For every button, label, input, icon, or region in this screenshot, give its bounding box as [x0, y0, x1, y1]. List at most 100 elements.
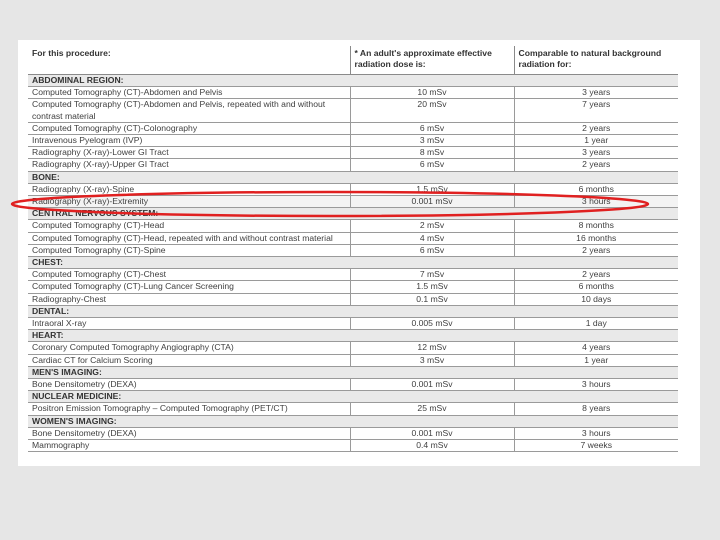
- table-row: Computed Tomography (CT)-Head, repeated …: [28, 232, 678, 245]
- procedure-cell: Bone Densitometry (DEXA): [28, 378, 350, 392]
- table-row: Cardiac CT for Calcium Scoring 3 mSv 1 yea…: [28, 354, 678, 367]
- procedure-cell: Computed Tomography (CT)-Chest: [28, 268, 350, 282]
- table-row: Computed Tomography (CT)-Head 2 mSv 8 mont…: [28, 219, 678, 233]
- comparison-cell: 7 years: [513, 98, 678, 123]
- comparison-cell: 1 year: [513, 354, 678, 367]
- table-header-row: For this procedure: * An adult's approxi…: [28, 46, 678, 75]
- table-row: Radiography (X-ray)-Extremity 0.001 mSv 3 …: [28, 195, 678, 209]
- table-row: Computed Tomography (CT)-Colonography 6 m…: [28, 122, 678, 136]
- dose-cell: 6 mSv: [349, 244, 514, 258]
- comparison-cell: 2 years: [513, 122, 678, 136]
- table-row: Coronary Computed Tomography Angiography…: [28, 341, 678, 355]
- section-row: CENTRAL NERVOUS SYSTEM:: [28, 207, 678, 221]
- section-row: NUCLEAR MEDICINE:: [28, 390, 678, 404]
- table-row: Positron Emission Tomography – Computed …: [28, 402, 678, 416]
- dose-cell: 0.001 mSv: [349, 378, 514, 392]
- dose-cell: 4 mSv: [349, 232, 514, 245]
- comparison-cell: 10 days: [513, 293, 678, 306]
- comparison-cell: 1 day: [513, 317, 678, 331]
- dose-cell: 3 mSv: [349, 354, 514, 367]
- dose-cell: 7 mSv: [349, 268, 514, 282]
- section-row: HEART:: [28, 329, 678, 343]
- section-label: NUCLEAR MEDICINE:: [28, 390, 678, 404]
- procedure-cell: Coronary Computed Tomography Angiography…: [28, 341, 350, 355]
- comparison-cell: 8 years: [513, 402, 678, 416]
- red-highlight-ellipse: [10, 190, 650, 218]
- comparison-cell: 3 years: [513, 86, 678, 100]
- section-label: MEN'S IMAGING:: [28, 366, 678, 380]
- radiation-dose-table: For this procedure: * An adult's approxi…: [28, 46, 678, 453]
- header-effective-dose: * An adult's approximate effective radia…: [349, 46, 514, 75]
- dose-cell: 25 mSv: [349, 402, 514, 416]
- procedure-cell: Computed Tomography (CT)-Abdomen and Pel…: [28, 98, 350, 123]
- table-row: Intraoral X-ray 0.005 mSv 1 day: [28, 317, 678, 331]
- section-label: WOMEN'S IMAGING:: [28, 415, 678, 428]
- section-row: ABDOMINAL REGION:: [28, 74, 678, 88]
- table-row: Radiography (X-ray)-Lower GI Tract 8 mSv 3…: [28, 146, 678, 160]
- dose-cell: 6 mSv: [349, 158, 514, 172]
- table-row: Computed Tomography (CT)-Lung Cancer Scr…: [28, 280, 678, 294]
- table-row: Intravenous Pyelogram (IVP) 3 mSv 1 year: [28, 134, 678, 148]
- dose-cell: 20 mSv: [349, 98, 514, 123]
- section-row: WOMEN'S IMAGING:: [28, 415, 678, 428]
- procedure-cell: Radiography (X-ray)-Upper GI Tract: [28, 158, 350, 172]
- comparison-cell: 6 months: [513, 183, 678, 197]
- table-row: Computed Tomography (CT)-Spine 6 mSv 2 yea…: [28, 244, 678, 258]
- section-label: HEART:: [28, 329, 678, 343]
- procedure-cell: Bone Densitometry (DEXA): [28, 427, 350, 441]
- procedure-cell: Computed Tomography (CT)-Colonography: [28, 122, 350, 136]
- dose-cell: 3 mSv: [349, 134, 514, 148]
- dose-cell: 8 mSv: [349, 146, 514, 160]
- dose-cell: 12 mSv: [349, 341, 514, 355]
- comparison-cell: 7 weeks: [513, 439, 678, 453]
- procedure-cell: Cardiac CT for Calcium Scoring: [28, 354, 350, 367]
- header-background-comparison: Comparable to natural background radiati…: [513, 46, 678, 75]
- dose-cell: 0.001 mSv: [349, 195, 514, 209]
- section-label: CENTRAL NERVOUS SYSTEM:: [28, 207, 678, 221]
- header-procedure: For this procedure:: [28, 46, 350, 75]
- section-row: BONE:: [28, 171, 678, 184]
- section-row: CHEST:: [28, 256, 678, 270]
- comparison-cell: 2 years: [513, 158, 678, 172]
- table-row: Computed Tomography (CT)-Chest 7 mSv 2 yea…: [28, 268, 678, 282]
- dose-cell: 0.001 mSv: [349, 427, 514, 441]
- table-body: ABDOMINAL REGION: Computed Tomography (CT…: [28, 74, 678, 453]
- dose-cell: 0.005 mSv: [349, 317, 514, 331]
- procedure-cell: Positron Emission Tomography – Computed …: [28, 402, 350, 416]
- procedure-cell: Intraoral X-ray: [28, 317, 350, 331]
- section-label: BONE:: [28, 171, 678, 184]
- procedure-cell: Radiography (X-ray)-Extremity: [28, 195, 350, 209]
- dose-cell: 1.5 mSv: [349, 280, 514, 294]
- comparison-cell: 3 hours: [513, 378, 678, 392]
- dose-cell: 6 mSv: [349, 122, 514, 136]
- section-label: DENTAL:: [28, 305, 678, 319]
- section-label: CHEST:: [28, 256, 678, 270]
- comparison-cell: 16 months: [513, 232, 678, 245]
- comparison-cell: 1 year: [513, 134, 678, 148]
- comparison-cell: 3 hours: [513, 427, 678, 441]
- procedure-cell: Mammography: [28, 439, 350, 453]
- dose-cell: 0.1 mSv: [349, 293, 514, 306]
- table-row: Bone Densitometry (DEXA) 0.001 mSv 3 hours: [28, 378, 678, 392]
- table-row: Mammography 0.4 mSv 7 weeks: [28, 439, 678, 453]
- table-row: Computed Tomography (CT)-Abdomen and Pel…: [28, 86, 678, 100]
- procedure-cell: Computed Tomography (CT)-Head, repeated …: [28, 232, 350, 245]
- comparison-cell: 2 years: [513, 244, 678, 258]
- procedure-cell: Computed Tomography (CT)-Head: [28, 219, 350, 233]
- comparison-cell: 2 years: [513, 268, 678, 282]
- comparison-cell: 8 months: [513, 219, 678, 233]
- comparison-cell: 4 years: [513, 341, 678, 355]
- dose-cell: 0.4 mSv: [349, 439, 514, 453]
- procedure-cell: Intravenous Pyelogram (IVP): [28, 134, 350, 148]
- procedure-cell: Radiography (X-ray)-Lower GI Tract: [28, 146, 350, 160]
- procedure-cell: Computed Tomography (CT)-Abdomen and Pel…: [28, 86, 350, 100]
- dose-cell: 10 mSv: [349, 86, 514, 100]
- table-row: Bone Densitometry (DEXA) 0.001 mSv 3 hours: [28, 427, 678, 441]
- procedure-cell: Radiography-Chest: [28, 293, 350, 306]
- comparison-cell: 3 hours: [513, 195, 678, 209]
- section-row: DENTAL:: [28, 305, 678, 319]
- comparison-cell: 3 years: [513, 146, 678, 160]
- table-row: Radiography-Chest 0.1 mSv 10 days: [28, 293, 678, 306]
- dose-cell: 2 mSv: [349, 219, 514, 233]
